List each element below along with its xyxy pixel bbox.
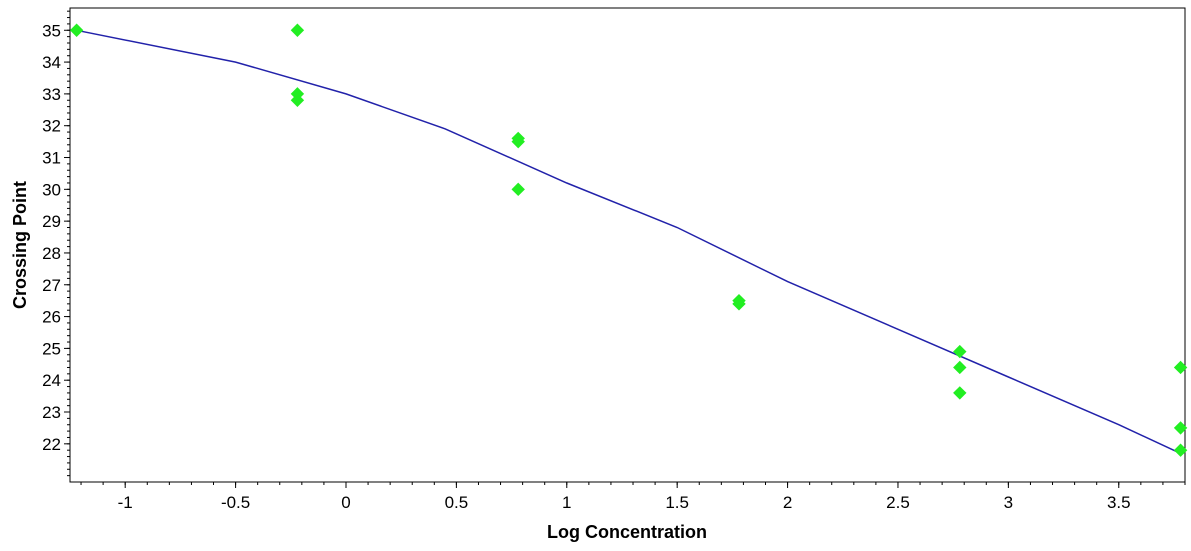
series-layer — [69, 23, 1188, 457]
y-tick-label: 33 — [42, 85, 61, 104]
y-tick-label: 26 — [42, 308, 61, 327]
data-point — [511, 134, 525, 149]
plot-frame — [69, 7, 1186, 483]
data-point — [732, 297, 746, 311]
y-tick-label: 34 — [42, 53, 61, 72]
data-point — [953, 360, 967, 375]
data-point — [69, 23, 84, 37]
data-point — [953, 344, 967, 359]
y-axis-ticks: 22 23 24 25 26 27 28 29 30 31 32 33 34 35 — [42, 10, 70, 477]
data-point — [1173, 421, 1188, 435]
y-tick-label: 25 — [42, 339, 61, 358]
x-axis-ticks: -1 -0.5 0 0.5 1 1.5 2 2.5 3 3.5 — [80, 482, 1186, 512]
y-tick-label: 22 — [42, 435, 61, 454]
data-point — [290, 93, 305, 107]
data-point — [290, 23, 305, 37]
x-tick-label: 1 — [562, 493, 571, 512]
data-point — [1173, 443, 1188, 457]
data-point — [1173, 360, 1188, 375]
fit-line — [76, 29, 1181, 455]
x-tick-label: 3.5 — [1107, 493, 1131, 512]
y-tick-label: 32 — [42, 117, 61, 136]
x-tick-label: 2 — [783, 493, 792, 512]
y-tick-label: 24 — [42, 371, 61, 390]
y-tick-label: 27 — [42, 276, 61, 295]
x-tick-label: 1.5 — [665, 493, 689, 512]
y-tick-label: 28 — [42, 244, 61, 263]
x-tick-label: -1 — [118, 493, 133, 512]
x-axis-title: Log Concentration — [547, 522, 707, 542]
y-tick-label: 23 — [42, 403, 61, 422]
y-tick-label: 30 — [42, 180, 61, 199]
data-point — [511, 182, 525, 197]
x-tick-label: 0 — [341, 493, 350, 512]
y-tick-label: 29 — [42, 212, 61, 231]
data-point — [953, 386, 967, 400]
x-tick-label: 3 — [1004, 493, 1013, 512]
x-tick-label: 0.5 — [445, 493, 469, 512]
y-tick-label: 31 — [42, 149, 61, 168]
y-tick-label: 35 — [42, 21, 61, 40]
x-tick-label: -0.5 — [221, 493, 250, 512]
x-tick-label: 2.5 — [886, 493, 910, 512]
y-axis-title: Crossing Point — [10, 181, 30, 309]
